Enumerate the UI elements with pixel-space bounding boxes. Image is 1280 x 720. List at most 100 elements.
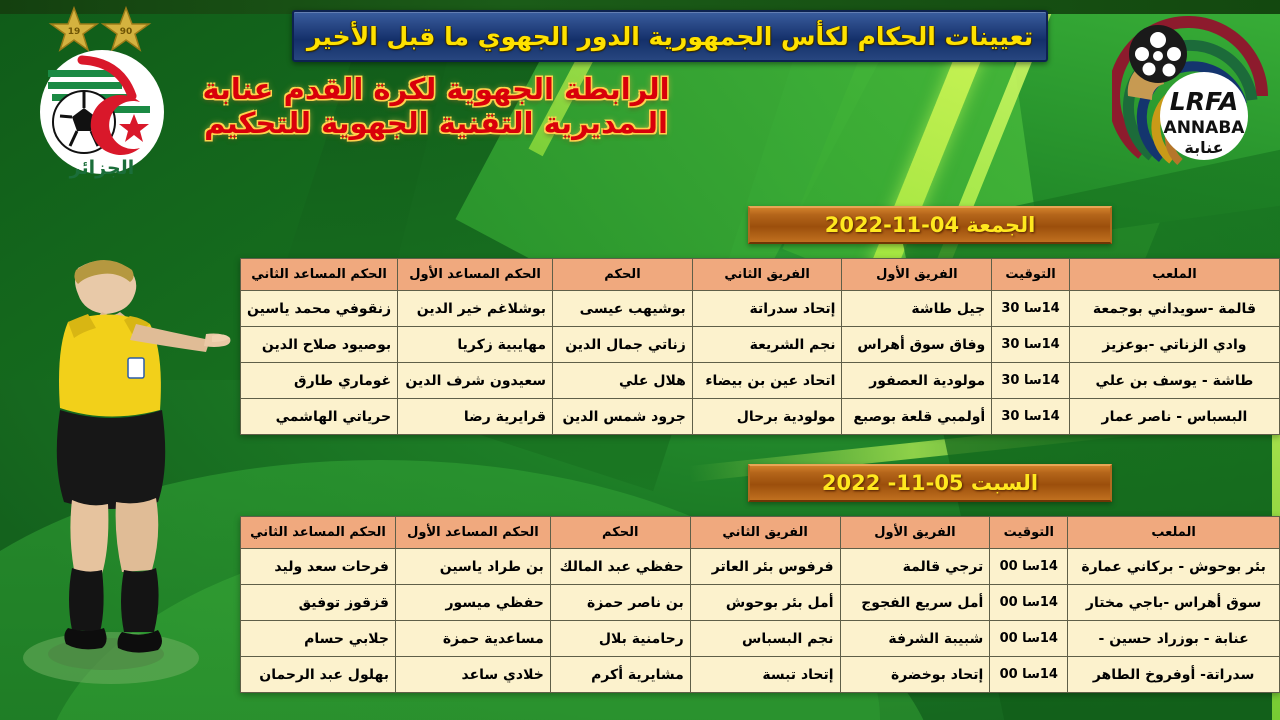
cell-stadium: عنابة - بوزراد حسين - [1067, 620, 1280, 657]
table-row: بئر بوحوش - بركاني عمارة 14سا 00 ترجي قا… [240, 548, 1280, 585]
column-header-stadium: الملعب [1068, 258, 1280, 291]
cell-assistant2: قزقوز توفيق [240, 584, 396, 621]
column-header-team1: الفريق الأول [841, 258, 993, 291]
table-row: البسباس - ناصر عمار 14سا 30 أولمبي قلعة … [239, 398, 1280, 435]
cell-stadium: طاشة - يوسف بن علي [1068, 362, 1280, 399]
cell-assistant1: قرايرية رضا [397, 398, 554, 435]
cell-time: 14سا 00 [989, 584, 1069, 621]
date-banner-saturday: السبت 05-11- 2022 [748, 464, 1112, 502]
background-lime-stripe-right [1272, 300, 1280, 720]
column-header-referee: الحكم [549, 516, 691, 549]
referee-figure-illustration [23, 260, 231, 684]
cell-referee: جرود شمس الدين [552, 398, 693, 435]
star-year-right: 90 [120, 27, 133, 37]
schedule-table-friday: الملعب التوقيت الفريق الأول الفريق الثان… [239, 258, 1280, 435]
cell-stadium: سدراتة- أوفروخ الطاهر [1067, 656, 1280, 693]
cell-assistant2: غوماري طارق [239, 362, 399, 399]
table-row: طاشة - يوسف بن علي 14سا 30 مولودية العصف… [239, 362, 1280, 399]
cell-assistant1: بوشلاغم خير الدين [397, 290, 554, 327]
cell-team1: جيل طاشة [841, 290, 993, 327]
cell-team2: اتحاد عين بن بيضاء [691, 362, 843, 399]
column-header-time: التوقيت [991, 258, 1070, 291]
page-title: تعيينات الحكام لكأس الجمهورية الدور الجه… [306, 21, 1034, 51]
cell-stadium: سوق أهراس -باجي مختار [1067, 584, 1280, 621]
cell-assistant1: سعيدون شرف الدين [397, 362, 554, 399]
main-title-banner: تعيينات الحكام لكأس الجمهورية الدور الجه… [292, 10, 1048, 62]
cell-assistant2: حرياتي الهاشمي [239, 398, 399, 435]
cell-team1: أمل سريع الفجوج [839, 584, 991, 621]
cell-referee: حفظي عبد المالك [549, 548, 691, 585]
column-header-team1: الفريق الأول [839, 516, 991, 549]
cell-referee: هلال علي [552, 362, 693, 399]
faf-logo-text: الجزائر [69, 157, 135, 179]
cell-time: 14سا 30 [991, 362, 1070, 399]
cell-time: 14سا 30 [991, 290, 1070, 327]
cell-stadium: قالمة -سويداني بوجمعة [1068, 290, 1280, 327]
algeria-crescent-star [90, 95, 149, 155]
lrfa-title: LRFA [1170, 87, 1238, 116]
table-row: سدراتة- أوفروخ الطاهر 14سا 00 إتحاد بوخض… [240, 656, 1280, 693]
subtitle-line-2: الـمديرية التقنية الجهوية للتحكيم [204, 106, 668, 141]
column-header-assistant2: الحكم المساعد الثاني [239, 258, 399, 291]
column-header-assistant2: الحكم المساعد الثاني [240, 516, 396, 549]
table-row: سوق أهراس -باجي مختار 14سا 00 أمل سريع ا… [240, 584, 1280, 621]
cell-assistant1: خلادي ساعد [394, 656, 551, 693]
cell-team2: مولودية برحال [691, 398, 843, 435]
cell-time: 14سا 00 [989, 548, 1069, 585]
cell-team1: شبيبة الشرفة [839, 620, 991, 657]
table-row: عنابة - بوزراد حسين - 14سا 00 شبيبة الشر… [240, 620, 1280, 657]
cell-assistant1: حفظي ميسور [394, 584, 551, 621]
lrfa-arabic: عنابة [1184, 138, 1223, 157]
schedule-table-saturday: الملعب التوقيت الفريق الأول الفريق الثان… [240, 516, 1280, 693]
cell-team2: فرفوس بئر العاتر [689, 548, 841, 585]
column-header-assistant1: الحكم المساعد الأول [397, 258, 554, 291]
cell-team1: وفاق سوق أهراس [841, 326, 993, 363]
column-header-team2: الفريق الثاني [691, 258, 843, 291]
cell-assistant2: جلابي حسام [240, 620, 396, 657]
cell-time: 14سا 00 [989, 656, 1069, 693]
star-year-left: 19 [68, 27, 81, 37]
cell-time: 14سا 30 [991, 398, 1070, 435]
column-header-assistant1: الحكم المساعد الأول [394, 516, 551, 549]
faf-algeria-logo: 19 90 الجزائر [40, 5, 164, 179]
cell-team1: ترجي قالمة [839, 548, 991, 585]
cell-team1: أولمبي قلعة بوصبع [841, 398, 993, 435]
cell-referee: مشايرية أكرم [549, 656, 691, 693]
table-header-row: الملعب التوقيت الفريق الأول الفريق الثان… [240, 516, 1280, 549]
cell-referee: رحامنية بلال [549, 620, 691, 657]
date-label-saturday: السبت 05-11- 2022 [821, 471, 1039, 495]
table-row: قالمة -سويداني بوجمعة 14سا 30 جيل طاشة إ… [239, 290, 1280, 327]
date-banner-friday: الجمعة 04-11-2022 [748, 206, 1112, 244]
cell-team2: إتحاد سدراتة [691, 290, 843, 327]
cell-team1: إتحاد بوخضرة [839, 656, 991, 693]
cell-team1: مولودية العصفور [841, 362, 993, 399]
cell-assistant1: مهايبية زكريا [397, 326, 554, 363]
cell-stadium: البسباس - ناصر عمار [1068, 398, 1280, 435]
cell-assistant2: بهلول عبد الرحمان [240, 656, 396, 693]
column-header-team2: الفريق الثاني [689, 516, 841, 549]
cell-stadium: وادي الزناتي -بوعزيز [1068, 326, 1280, 363]
column-header-stadium: الملعب [1067, 516, 1280, 549]
column-header-time: التوقيت [989, 516, 1069, 549]
logo-stars: 19 90 [48, 5, 152, 52]
table-row: وادي الزناتي -بوعزيز 14سا 30 وفاق سوق أه… [239, 326, 1280, 363]
league-subtitle: الرابطة الجهوية لكرة القدم عنابة الـمدير… [186, 72, 686, 140]
cell-assistant2: زنقوفي محمد ياسين [239, 290, 399, 327]
cell-team2: أمل بئر بوحوش [689, 584, 841, 621]
lrfa-annaba-logo: LRFA ANNABA عنابة [1112, 16, 1268, 165]
table-header-row: الملعب التوقيت الفريق الأول الفريق الثان… [239, 258, 1280, 291]
referee-body [56, 260, 231, 653]
cell-referee: بن ناصر حمزة [549, 584, 691, 621]
cell-referee: زناتي جمال الدين [552, 326, 693, 363]
cell-stadium: بئر بوحوش - بركاني عمارة [1067, 548, 1280, 585]
date-label-friday: الجمعة 04-11-2022 [824, 213, 1036, 237]
cell-time: 14سا 30 [991, 326, 1070, 363]
cell-assistant1: بن طراد ياسين [394, 548, 551, 585]
cell-team2: إتحاد تبسة [689, 656, 841, 693]
cell-time: 14سا 00 [989, 620, 1069, 657]
subtitle-line-1: الرابطة الجهوية لكرة القدم عنابة [202, 72, 670, 106]
cell-assistant1: مساعدية حمزة [394, 620, 551, 657]
lrfa-subtitle: ANNABA [1164, 118, 1246, 138]
lrfa-football [1129, 25, 1187, 83]
cell-referee: بوشيهب عيسى [552, 290, 693, 327]
